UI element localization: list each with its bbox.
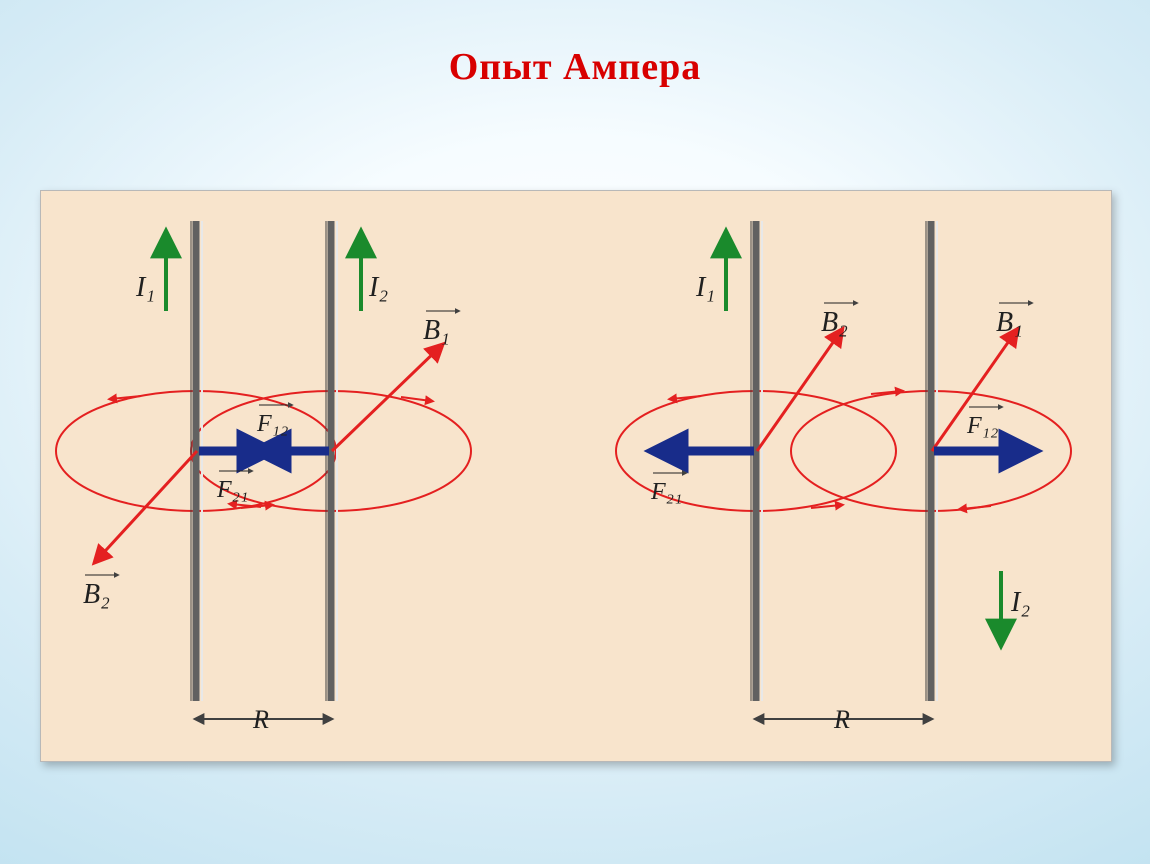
svg-text:B₁: B₁	[996, 307, 1023, 338]
slide: Опыт Ампера	[0, 0, 1150, 864]
left-I2-label: I₂	[368, 272, 388, 303]
svg-text:F₁₂: F₁₂	[966, 413, 998, 439]
svg-text:F₁₂: F₁₂	[256, 411, 288, 437]
diagram-panel: I₁ I₂ B₁ B₂ F₁₂ F₂₁ R	[40, 190, 1112, 762]
svg-text:B₂: B₂	[83, 579, 110, 610]
diagram-svg: I₁ I₂ B₁ B₂ F₁₂ F₂₁ R	[41, 191, 1111, 761]
left-I1-label: I₁	[135, 272, 155, 303]
svg-text:F₂₁: F₂₁	[216, 477, 248, 503]
svg-text:B₂: B₂	[821, 307, 848, 338]
svg-text:B₁: B₁	[423, 315, 450, 346]
svg-text:F₂₁: F₂₁	[650, 479, 682, 505]
right-I2-label: I₂	[1010, 587, 1030, 618]
title: Опыт Ампера	[0, 45, 1150, 89]
right-R-label: R	[833, 705, 850, 734]
left-R-label: R	[252, 705, 269, 734]
right-I1-label: I₁	[695, 272, 715, 303]
